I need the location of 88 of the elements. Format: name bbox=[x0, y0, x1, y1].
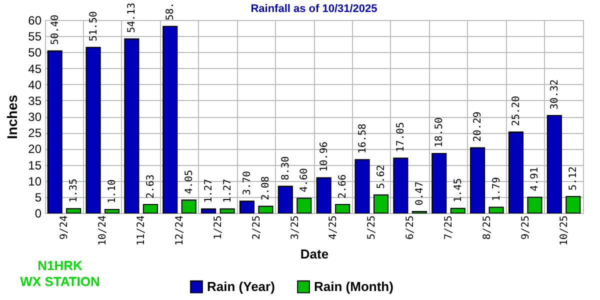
x-tick-label: 9/24 bbox=[59, 216, 70, 240]
bar bbox=[450, 208, 466, 214]
bar bbox=[470, 147, 486, 214]
data-label: 10.96 bbox=[318, 142, 330, 172]
bar bbox=[278, 186, 293, 214]
legend-label: Rain (Year) bbox=[207, 278, 275, 294]
bar bbox=[66, 208, 82, 214]
data-label: 51.50 bbox=[88, 11, 100, 42]
y-axis-title: Inches bbox=[4, 94, 20, 140]
y-tick-label: 20 bbox=[28, 142, 42, 156]
bar bbox=[142, 204, 158, 214]
bar bbox=[201, 208, 216, 214]
bar bbox=[86, 46, 101, 214]
x-tick-label: 10/24 bbox=[98, 216, 109, 246]
bar bbox=[373, 194, 389, 214]
data-label: 58. bbox=[165, 2, 176, 20]
data-label: 54.13 bbox=[126, 2, 138, 33]
bar bbox=[104, 208, 120, 214]
bar bbox=[162, 26, 178, 214]
y-tick-label: 25 bbox=[28, 126, 42, 140]
y-tick-label: 40 bbox=[28, 78, 42, 92]
bar bbox=[393, 158, 408, 214]
y-tick-label: 35 bbox=[28, 94, 42, 108]
x-tick-label: 12/24 bbox=[174, 216, 186, 246]
x-tick-label: 2/25 bbox=[251, 216, 262, 240]
y-tick-label: 30 bbox=[28, 110, 42, 124]
bar bbox=[47, 50, 62, 214]
bar bbox=[181, 199, 196, 214]
bar bbox=[258, 206, 274, 214]
bar bbox=[296, 198, 312, 214]
data-label: 18.50 bbox=[434, 117, 446, 148]
data-label: 1.35 bbox=[68, 178, 80, 203]
bar bbox=[354, 159, 370, 214]
data-label: 2.08 bbox=[260, 176, 272, 200]
data-label: 20.29 bbox=[472, 112, 484, 142]
x-tick-label: 3/25 bbox=[290, 216, 301, 240]
x-tick-label: 10/25 bbox=[558, 216, 570, 246]
y-tick-label: 60 bbox=[28, 14, 42, 28]
data-label: 4.60 bbox=[299, 168, 310, 192]
y-tick-label: 0 bbox=[34, 206, 42, 220]
data-label: 17.05 bbox=[396, 122, 407, 152]
data-label: 1.10 bbox=[107, 179, 118, 204]
bar bbox=[432, 152, 447, 214]
data-label: 1.79 bbox=[491, 177, 502, 202]
data-label: 5.12 bbox=[568, 166, 580, 191]
data-label: 50.40 bbox=[50, 14, 61, 45]
x-axis-title: Date bbox=[300, 246, 329, 262]
data-label: 4.05 bbox=[184, 170, 195, 194]
x-tick-label: 7/25 bbox=[444, 216, 454, 240]
legend-label: Rain (Month) bbox=[314, 278, 394, 294]
x-tick-label: 6/25 bbox=[405, 216, 416, 240]
chart-title: Rainfall as of 10/31/2025 bbox=[250, 3, 378, 15]
data-label: 30.32 bbox=[549, 79, 560, 110]
x-tick-label: 9/25 bbox=[520, 216, 532, 240]
x-tick-label: 5/25 bbox=[366, 216, 378, 240]
data-label: 1.45 bbox=[452, 178, 464, 202]
bar bbox=[335, 204, 350, 214]
data-label: 0.47 bbox=[414, 181, 426, 206]
data-label: 4.91 bbox=[530, 167, 541, 192]
y-tick-label: 5 bbox=[34, 190, 42, 204]
bar bbox=[124, 38, 140, 214]
x-tick-label: 1/25 bbox=[212, 216, 224, 240]
bar bbox=[527, 196, 542, 214]
data-label: 2.66 bbox=[338, 174, 349, 198]
data-label: 3.70 bbox=[242, 171, 253, 196]
bar bbox=[316, 177, 332, 214]
data-label: 5.62 bbox=[376, 164, 388, 189]
bar bbox=[566, 196, 581, 214]
data-label: 2.63 bbox=[145, 174, 156, 199]
x-tick-label: 4/25 bbox=[328, 216, 340, 240]
bar bbox=[239, 200, 255, 214]
y-tick-label: 55 bbox=[28, 30, 42, 44]
bar bbox=[488, 206, 504, 214]
y-tick-label: 10 bbox=[28, 174, 42, 188]
text: N1HRK WX STATION bbox=[19, 258, 101, 290]
bar bbox=[508, 131, 524, 214]
data-label: 16.58 bbox=[357, 124, 368, 154]
y-tick-label: 50 bbox=[28, 46, 42, 60]
bar bbox=[546, 114, 562, 214]
data-label: 25.20 bbox=[510, 96, 522, 126]
bar bbox=[220, 208, 235, 214]
y-tick-label: 45 bbox=[28, 62, 42, 76]
x-tick-label: 11/24 bbox=[136, 216, 148, 246]
data-label: 1.27 bbox=[222, 178, 234, 203]
data-label: 1.27 bbox=[204, 178, 215, 203]
data-label: 8.30 bbox=[280, 156, 292, 180]
x-tick-label: 8/25 bbox=[482, 216, 493, 240]
y-tick-label: 15 bbox=[28, 158, 42, 172]
